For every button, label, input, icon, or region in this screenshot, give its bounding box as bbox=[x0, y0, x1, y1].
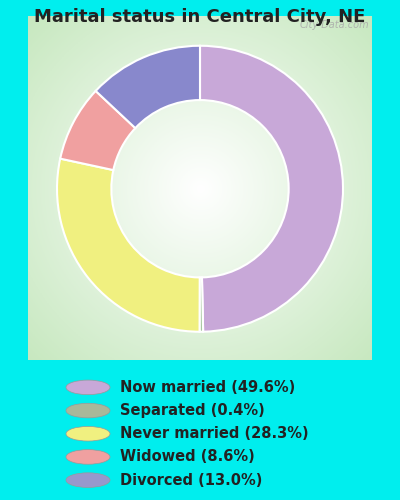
Circle shape bbox=[66, 404, 110, 418]
Text: Never married (28.3%): Never married (28.3%) bbox=[120, 426, 309, 441]
Circle shape bbox=[66, 380, 110, 394]
Text: City-Data.com: City-Data.com bbox=[299, 20, 369, 30]
Circle shape bbox=[66, 473, 110, 488]
Wedge shape bbox=[200, 46, 343, 332]
Text: Marital status in Central City, NE: Marital status in Central City, NE bbox=[34, 8, 366, 26]
Text: Divorced (13.0%): Divorced (13.0%) bbox=[120, 472, 262, 488]
Wedge shape bbox=[200, 278, 203, 332]
Text: Now married (49.6%): Now married (49.6%) bbox=[120, 380, 295, 395]
Circle shape bbox=[66, 426, 110, 441]
Text: Separated (0.4%): Separated (0.4%) bbox=[120, 403, 265, 418]
Circle shape bbox=[66, 450, 110, 464]
Wedge shape bbox=[57, 158, 200, 332]
Wedge shape bbox=[60, 91, 135, 170]
Text: Widowed (8.6%): Widowed (8.6%) bbox=[120, 450, 255, 464]
Wedge shape bbox=[96, 46, 200, 128]
